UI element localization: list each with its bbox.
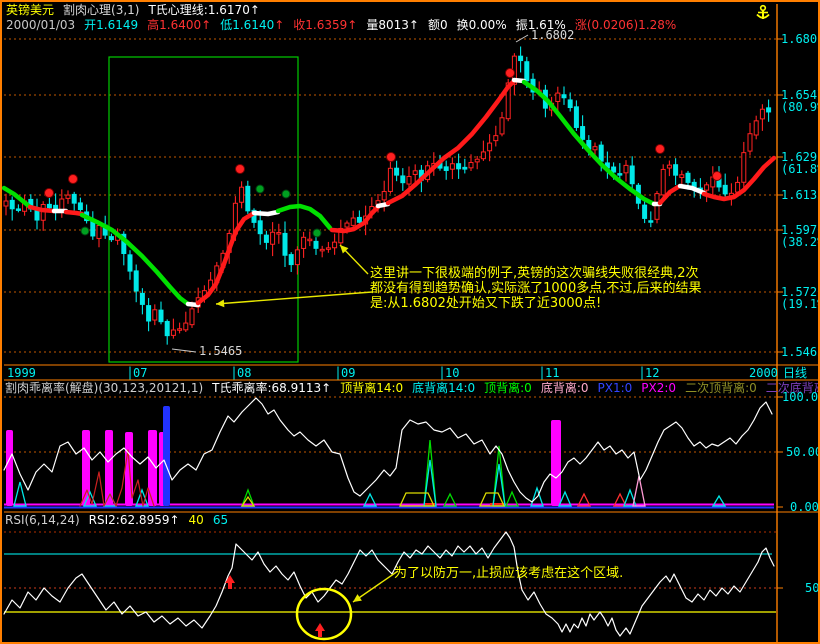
- x-axis-label-11: 11: [545, 366, 560, 380]
- signal-dots: [44, 68, 722, 238]
- info-segment-1: 开1.6149: [84, 18, 139, 32]
- info-segment-3: 低1.6140: [220, 18, 275, 32]
- title-segment-2: T氏心理线:1.6170↑: [148, 3, 260, 17]
- bias-panel-graphics: [3, 397, 774, 509]
- main-annotation-line2: 都没有得到趋势确认,实际涨了1000多点,不过,后来的结果: [370, 281, 702, 296]
- bias-scale-label-0: 100.00: [782, 390, 819, 404]
- info-segment-9: 振1.61%: [515, 18, 566, 32]
- bias-scale-label-2: 0.00: [790, 500, 819, 514]
- main-annotation-line3: 是:从1.6802处开始又下跌了近3000点!: [370, 296, 602, 311]
- bias-header-segment-9: 二次底背离:0: [765, 381, 818, 395]
- price-label-5: 1.6133: [781, 188, 818, 202]
- info-bar: 2000/01/03 开1.6149 高1.6400↑ 低1.6140↑ 收1.6359…: [6, 19, 676, 32]
- fib-retracement-lines: [4, 38, 783, 589]
- rsi-panel-graphics: [3, 531, 776, 641]
- x-axis-label-12: 12: [645, 366, 660, 380]
- info-segment-4: ↑: [274, 18, 285, 32]
- main-annotation-text: 这里讲一下很极端的例子,英镑的这次骗线失败很经典,2次 都没有得到趋势确认,实际…: [370, 266, 701, 311]
- title-segment-1: 割肉心理(3,1): [63, 3, 140, 17]
- price-label-7: (38.2%): [781, 235, 818, 249]
- title-bar: 英镑美元 割肉心理(3,1) T氏心理线:1.6170↑: [6, 4, 260, 17]
- main-annotation-line1: 这里讲一下很极端的例子,英镑的这次骗线失败很经典,2次: [370, 266, 699, 281]
- price-label-10: 1.5465: [781, 345, 818, 359]
- x-axis-label-10: 10: [445, 366, 460, 380]
- x-axis-label-1999: 1999: [7, 366, 36, 380]
- bias-header-segment-2: 顶背离14:0: [340, 381, 404, 395]
- price-label-2: (80.9%): [781, 100, 818, 114]
- info-segment-5: 收1.6359↑: [293, 18, 358, 32]
- low-price-label: 1.5465: [199, 344, 243, 358]
- rsi-header-segment-2: 40: [188, 513, 204, 527]
- title-segment-0: 英镑美元: [6, 3, 55, 17]
- bias-header-segment-3: 底背离14:0: [412, 381, 476, 395]
- bias-header-segment-1: T氏乖离率:68.9113↑: [212, 381, 332, 395]
- rsi-header-segment-3: 65: [212, 513, 229, 527]
- bias-gridlines: [4, 396, 777, 453]
- focus-box: [108, 56, 299, 363]
- info-segment-7: 额0: [427, 18, 448, 32]
- bias-header-segment-7: PX2:0: [641, 381, 677, 395]
- x-axis-label-2000: 2000: [749, 366, 778, 380]
- bias-scale-label-1: 50.00: [786, 445, 820, 459]
- bias-header-segment-6: PX1:0: [597, 381, 633, 395]
- info-segment-8: 换0.00%: [456, 18, 507, 32]
- price-label-8: 1.5720: [781, 285, 818, 299]
- bias-header-segment-4: 顶背离:0: [484, 381, 532, 395]
- price-label-3: 1.6291: [781, 150, 818, 164]
- rsi-header-segment-1: RSI2:62.8959↑: [88, 513, 180, 527]
- info-segment-2: 高1.6400↑: [147, 18, 212, 32]
- x-axis-label-07: 07: [133, 366, 148, 380]
- bias-panel-header: 割肉乖离率(解盘)(30,123,20121,1) T氏乖离率:68.9113↑ 顶…: [5, 381, 818, 395]
- rsi-scale-label-0: 50: [805, 581, 820, 595]
- panel-dividers: [4, 4, 818, 642]
- bias-header-segment-0: 割肉乖离率(解盘)(30,123,20121,1): [5, 381, 204, 395]
- bias-header-segment-5: 底背离:0: [540, 381, 589, 395]
- x-axis-ticks: [129, 366, 643, 380]
- price-marker-lines: [171, 34, 529, 353]
- rsi-panel-header: RSI(6,14,24) RSI2:62.8959↑ 40 65: [5, 514, 228, 527]
- price-label-1: 1.6547: [781, 88, 818, 102]
- bias-header-segment-8: 二次顶背离:0: [685, 381, 757, 395]
- period-selector[interactable]: 日线: [783, 366, 808, 380]
- price-label-4: (61.8%): [781, 162, 818, 176]
- price-label-0: 1.6802: [781, 32, 818, 46]
- high-price-label: 1.6802: [531, 28, 575, 42]
- anchor-icon: [756, 4, 770, 19]
- x-axis-label-09: 09: [341, 366, 356, 380]
- info-segment-6: 量8013↑: [366, 18, 419, 32]
- price-label-9: (19.1%): [781, 297, 818, 311]
- rsi-header-segment-0: RSI(6,14,24): [5, 513, 80, 527]
- info-segment-0: 2000/01/03: [6, 18, 76, 32]
- annotation-arrows: [215, 244, 373, 308]
- info-segment-10: 涨(0.0206)1.28%: [574, 18, 677, 32]
- x-axis-label-08: 08: [237, 366, 252, 380]
- rsi-annotation-text: 为了以防万一,止损应该考虑在这个区域.: [394, 566, 624, 581]
- price-label-6: 1.5976: [781, 223, 818, 237]
- ma-line: [2, 77, 777, 308]
